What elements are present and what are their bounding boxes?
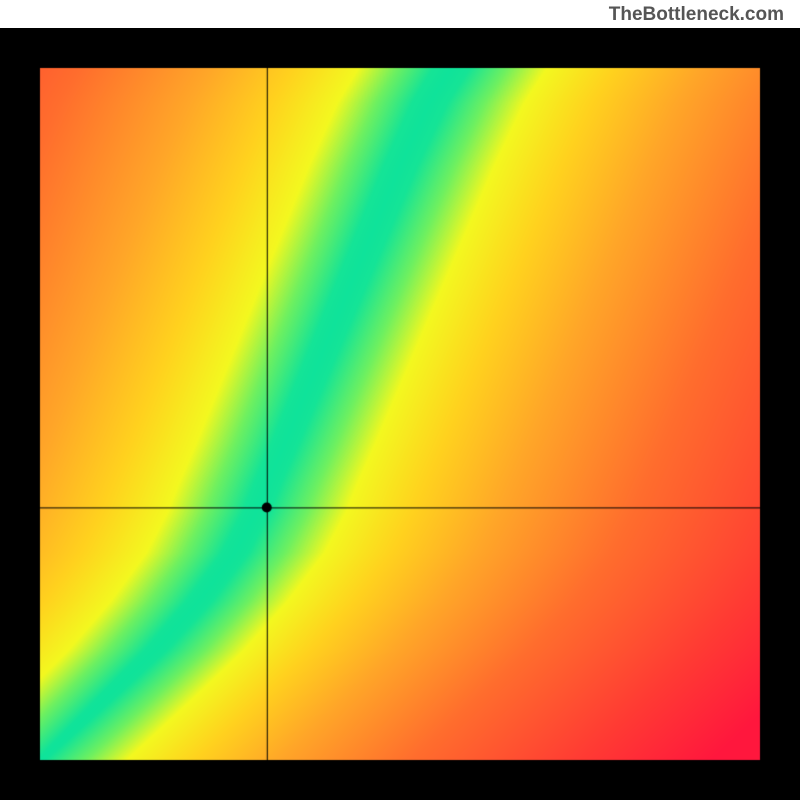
bottleneck-heatmap — [0, 28, 800, 800]
heatmap-wrap — [0, 28, 800, 800]
chart-container: TheBottleneck.com — [0, 0, 800, 800]
watermark-text: TheBottleneck.com — [609, 4, 784, 26]
